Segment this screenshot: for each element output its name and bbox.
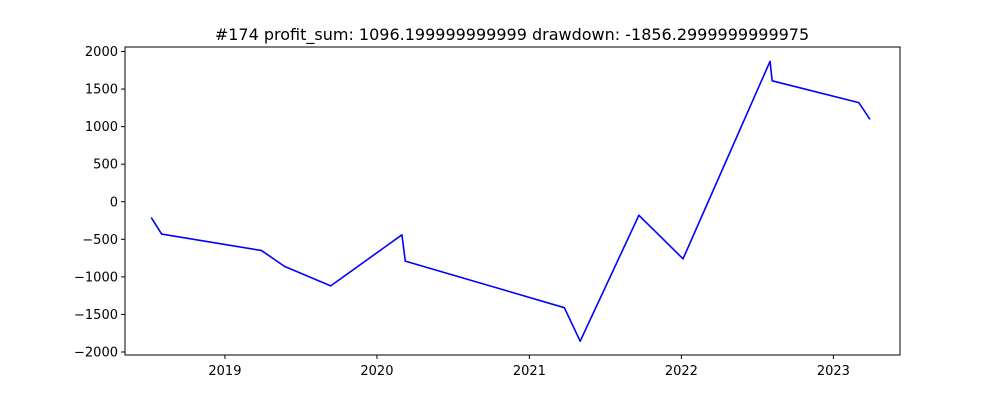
y-tick-label: 1500 (85, 83, 118, 98)
y-tick-label: −2000 (74, 345, 118, 360)
x-tick-label: 2021 (513, 364, 546, 379)
y-tick-label: −1000 (74, 270, 118, 285)
y-tick-label: 2000 (85, 45, 118, 60)
x-tick-label: 2020 (360, 364, 393, 379)
series-line-0 (150, 60, 871, 342)
x-tick-label: 2022 (665, 364, 698, 379)
y-tick-label: 1000 (85, 120, 118, 135)
x-tick-label: 2019 (208, 364, 241, 379)
x-tick-label: 2023 (817, 364, 850, 379)
y-tick-label: 0 (110, 195, 118, 210)
chart-title: #174 profit_sum: 1096.199999999999 drawd… (215, 25, 809, 45)
y-tick-label: 500 (93, 158, 118, 173)
plot-frame (124, 46, 901, 356)
y-axis: 2000 1500 1000 500 0 −500 −1000 −1500 −2000 (74, 45, 125, 360)
series-layer (150, 60, 871, 342)
y-tick-label: −1500 (74, 308, 118, 323)
x-axis: 2019 2020 2021 2022 2023 (208, 355, 850, 379)
y-tick-label: −500 (82, 233, 118, 248)
